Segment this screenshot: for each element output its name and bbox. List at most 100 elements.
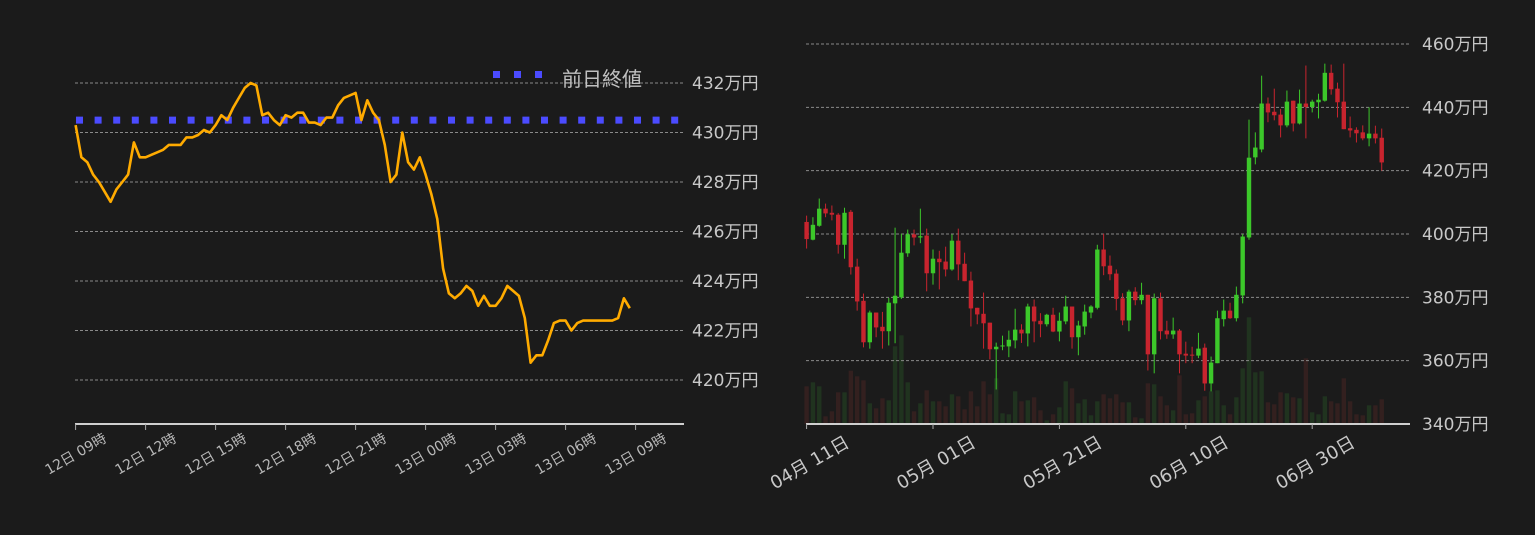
volume-bars [804, 317, 1384, 424]
reference-dot [355, 116, 362, 124]
reference-dot [448, 116, 455, 124]
y-tick-label: 460万円 [1422, 35, 1488, 55]
candle-body [1177, 330, 1182, 355]
candle [1366, 107, 1372, 147]
volume-bar [829, 411, 835, 424]
volume-bar [1158, 396, 1163, 424]
volume-bar [804, 386, 809, 424]
candle-body [1246, 157, 1252, 238]
volume-bar [1019, 401, 1024, 424]
candle [1000, 335, 1005, 351]
x-tick-label: 12日 21時 [323, 431, 390, 479]
volume-bar [1133, 417, 1138, 424]
candle [968, 271, 974, 327]
candle-body [829, 212, 835, 215]
candle [1012, 308, 1018, 349]
volume-bar [880, 398, 885, 424]
volume-bar [1347, 401, 1353, 424]
candle [1006, 330, 1012, 358]
candle [924, 228, 929, 292]
volume-bar [1120, 402, 1125, 424]
price-line [74, 81, 631, 364]
candle-body [1272, 111, 1277, 116]
volume-bar [1310, 412, 1315, 424]
volume-bar [1322, 396, 1328, 424]
volume-bar [1234, 397, 1239, 424]
candle-body [842, 212, 847, 245]
y-axis-labels: 340万円 360万円 380万円 400万円 420万円 440万円 460万円 [1422, 35, 1488, 435]
volume-bar [1189, 413, 1195, 424]
x-tick-label: 13日 03時 [463, 431, 530, 479]
candle [949, 234, 955, 271]
reference-dot [150, 116, 158, 124]
candle-body [1202, 347, 1207, 384]
candle [842, 207, 847, 259]
volume-bar [1069, 388, 1075, 424]
candle [981, 292, 986, 349]
volume-bar [1170, 410, 1176, 424]
candle [867, 310, 872, 349]
x-tick-label: 06月 10日 [1146, 432, 1232, 494]
candle [873, 312, 879, 338]
volume-bar [1012, 391, 1018, 424]
volume-bar [1215, 390, 1220, 424]
volume-bar [836, 392, 841, 424]
volume-bar [1240, 368, 1245, 424]
candle [829, 205, 835, 221]
candle-body [1076, 325, 1081, 338]
volume-bar [1183, 414, 1188, 424]
volume-bar [1164, 405, 1170, 424]
candle [937, 250, 942, 290]
volume-bar [1031, 397, 1037, 424]
volume-bar [994, 378, 999, 424]
candle-body [1152, 298, 1157, 355]
volume-bar [962, 409, 967, 424]
volume-bar [1038, 410, 1043, 424]
candle-body [1006, 339, 1012, 347]
volume-bar [1341, 378, 1346, 424]
legend: 前日終値 [493, 67, 642, 91]
candle [1347, 116, 1353, 138]
candle-body [918, 236, 923, 238]
volume-bar [1360, 415, 1365, 424]
candle-body [1069, 306, 1075, 338]
candle [1095, 244, 1100, 310]
candle [1031, 299, 1037, 343]
reference-dot [317, 116, 325, 124]
candle [1303, 65, 1309, 139]
candle [918, 208, 923, 244]
candle [1297, 89, 1302, 125]
candle-body [867, 312, 872, 343]
grid-lines [806, 43, 1410, 362]
candle [1114, 269, 1119, 311]
reference-dot [187, 116, 195, 124]
candle [1208, 356, 1214, 392]
candle [1063, 295, 1068, 325]
x-tick-label: 12日 18時 [253, 431, 320, 479]
candle-body [836, 214, 841, 245]
reference-dot [485, 116, 493, 124]
candle [1354, 127, 1359, 143]
y-tick-label: 424万円 [692, 272, 758, 292]
intraday-line-chart: 420万円 422万円 424万円 426万円 428万円 430万円 432万円 12日 … [43, 67, 759, 479]
legend-dot [535, 71, 542, 78]
volume-bar [1057, 407, 1062, 424]
candle [1253, 132, 1258, 165]
volume-bar [892, 346, 898, 424]
candle [962, 252, 967, 282]
candle-body [1335, 88, 1340, 103]
x-tick-label: 12日 15時 [183, 431, 250, 479]
reference-dot [429, 116, 437, 124]
candle-body [981, 313, 986, 324]
candle-body [899, 252, 904, 298]
candle-body [848, 211, 854, 268]
volume-bar [943, 406, 948, 424]
candle-body [1025, 306, 1030, 334]
candle [1234, 286, 1239, 322]
candle-body [911, 234, 917, 238]
volume-bar [886, 400, 891, 424]
volume-bar [1379, 399, 1384, 424]
volume-bar [1063, 381, 1068, 424]
candle-body [994, 346, 999, 350]
reference-dot [410, 116, 418, 124]
